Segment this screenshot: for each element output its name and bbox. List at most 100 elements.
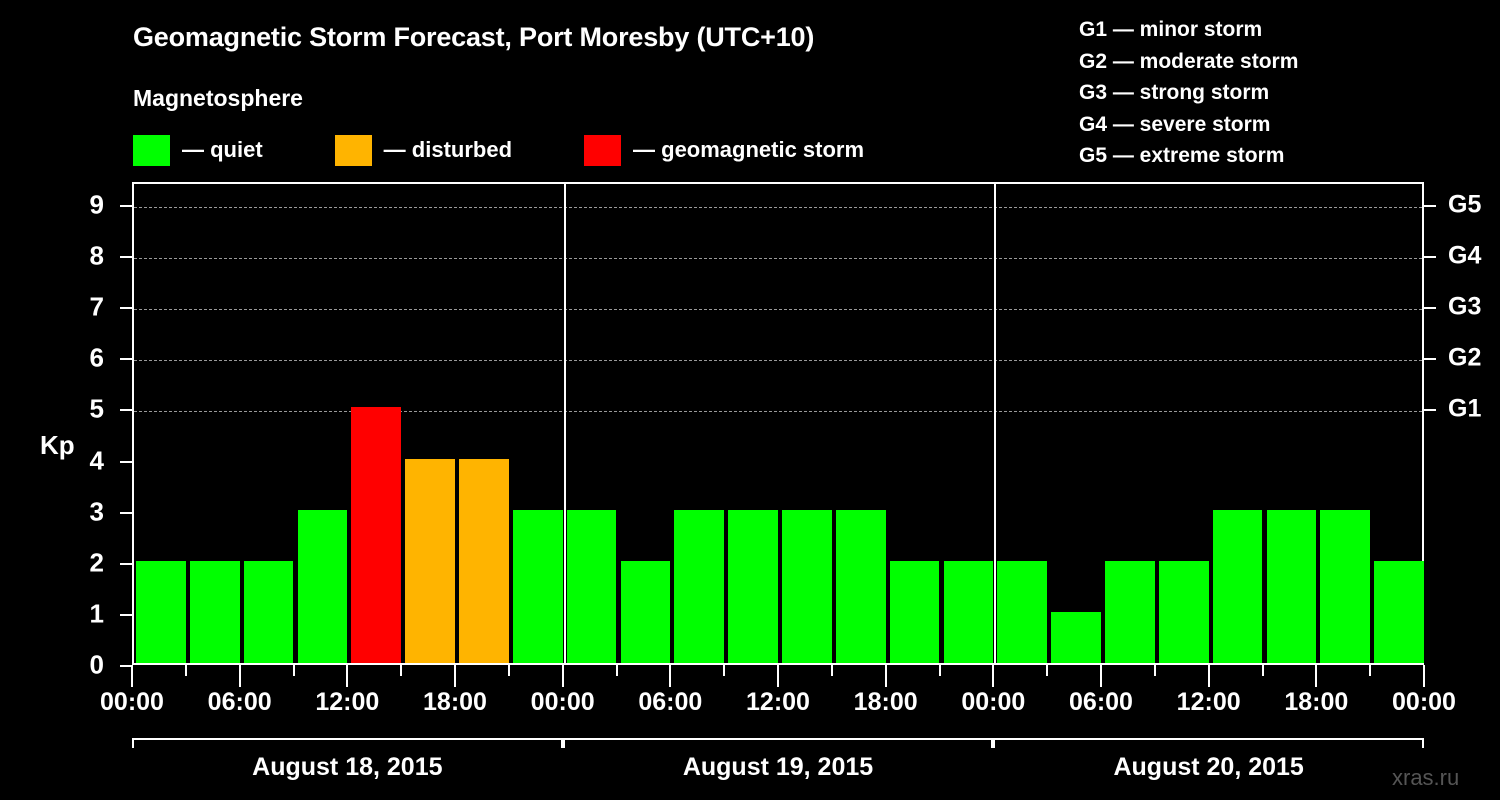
bar <box>889 560 940 663</box>
bar <box>459 458 509 663</box>
bar <box>1105 560 1155 663</box>
y-tick-1 <box>120 613 132 616</box>
x-tick-major <box>346 665 349 687</box>
gridline-kp-8 <box>134 258 1422 260</box>
x-tick-major <box>561 665 564 687</box>
legend-label-storm: — geomagnetic storm <box>633 137 865 162</box>
day-separator-layer <box>134 184 1422 663</box>
gridline-kp-7 <box>134 309 1422 311</box>
x-tick-minor <box>184 665 187 676</box>
x-tick-major <box>992 665 995 687</box>
x-tick-minor <box>1369 665 1372 676</box>
gridline-layer <box>134 184 1422 663</box>
gridline-kp-6 <box>134 360 1422 362</box>
y-tick-4 <box>120 460 132 463</box>
x-tick-minor <box>1046 665 1049 676</box>
bar <box>297 509 348 663</box>
page-title: Geomagnetic Storm Forecast, Port Moresby… <box>133 22 815 52</box>
x-label: 06:00 <box>1069 688 1133 716</box>
right-tick-G5 <box>1424 205 1436 207</box>
right-tick-G3 <box>1424 307 1436 310</box>
y-tick-7 <box>120 307 132 310</box>
x-tick-minor <box>1261 665 1264 676</box>
x-label: 06:00 <box>207 688 272 716</box>
y-tick-9 <box>120 205 132 207</box>
y-label-6: 6 <box>89 342 104 373</box>
bars-layer <box>134 184 1424 663</box>
x-label: 18:00 <box>1284 688 1349 716</box>
gridline-kp-9 <box>134 207 1422 208</box>
right-label-G4: G4 <box>1448 241 1482 270</box>
magnetosphere-legend: — quiet — disturbed — geomagnetic storm <box>133 133 864 167</box>
y-tick-8 <box>120 256 132 259</box>
right-tick-G4 <box>1424 256 1436 259</box>
day-separator-1 <box>563 184 566 663</box>
bar <box>136 560 186 663</box>
bar <box>782 509 832 663</box>
x-label: 18:00 <box>423 688 487 716</box>
y-tick-6 <box>120 358 132 361</box>
day-bracket <box>562 738 994 748</box>
bar <box>1320 509 1371 663</box>
y-tick-2 <box>120 562 132 565</box>
y-label-3: 3 <box>89 496 104 527</box>
right-tick-G1 <box>1424 409 1436 412</box>
bar <box>835 509 886 663</box>
x-label: 12:00 <box>1176 688 1241 716</box>
y-label-1: 1 <box>89 598 104 629</box>
right-label-G5: G5 <box>1448 190 1482 219</box>
x-label: 00:00 <box>100 688 164 716</box>
bar <box>1051 611 1101 663</box>
day-label: August 20, 2015 <box>1113 753 1304 781</box>
legend-swatch-quiet <box>133 134 170 166</box>
x-tick-major <box>777 665 779 687</box>
legend-heading: Magnetosphere <box>133 85 303 111</box>
legend-label-disturbed: — disturbed <box>383 137 513 162</box>
x-tick-major <box>1423 665 1425 687</box>
y-label-4: 4 <box>89 445 104 476</box>
g-scale-key-g3: G3 — strong storm <box>1079 81 1270 104</box>
x-tick-major <box>238 665 241 687</box>
y-tick-3 <box>120 511 132 514</box>
y-tick-0 <box>120 665 132 667</box>
bar <box>1266 509 1317 663</box>
g-scale-key-g1: G1 — minor storm <box>1079 18 1263 41</box>
x-tick-major <box>1315 665 1318 687</box>
legend-item-quiet: — quiet <box>133 133 263 167</box>
g-scale-key-g5: G5 — extreme storm <box>1079 144 1285 167</box>
plot-area <box>132 182 1424 665</box>
y-axis-title: Kp <box>40 430 75 460</box>
bar <box>405 458 455 663</box>
gridline-kp-5 <box>134 411 1422 413</box>
x-label: 00:00 <box>1392 688 1456 716</box>
x-tick-minor <box>1153 665 1156 676</box>
y-label-2: 2 <box>89 547 104 578</box>
legend-swatch-disturbed <box>334 134 372 166</box>
x-label: 12:00 <box>315 688 380 716</box>
legend-swatch-storm <box>584 134 622 166</box>
right-label-G3: G3 <box>1448 292 1482 321</box>
x-tick-major <box>884 665 887 687</box>
y-label-7: 7 <box>89 291 104 322</box>
x-tick-major <box>1207 665 1210 687</box>
g-scale-key: G1 — minor storm G2 — moderate storm G3 … <box>1079 14 1298 172</box>
bar <box>674 509 725 663</box>
x-tick-minor <box>292 665 295 676</box>
day-bracket <box>993 738 1424 748</box>
day-bracket <box>132 738 563 748</box>
y-label-8: 8 <box>89 240 104 271</box>
y-label-5: 5 <box>89 393 104 424</box>
bar <box>512 509 563 663</box>
g-scale-key-g2: G2 — moderate storm <box>1079 49 1299 73</box>
x-label: 18:00 <box>853 688 918 716</box>
x-tick-major <box>669 665 672 687</box>
x-tick-minor <box>723 665 726 676</box>
watermark: xras.ru <box>1392 765 1460 790</box>
bar <box>620 560 671 663</box>
day-label: August 18, 2015 <box>252 753 443 781</box>
right-label-G2: G2 <box>1448 343 1482 372</box>
right-tick-G2 <box>1424 358 1436 361</box>
day-label: August 19, 2015 <box>682 753 874 781</box>
bar <box>997 560 1048 663</box>
